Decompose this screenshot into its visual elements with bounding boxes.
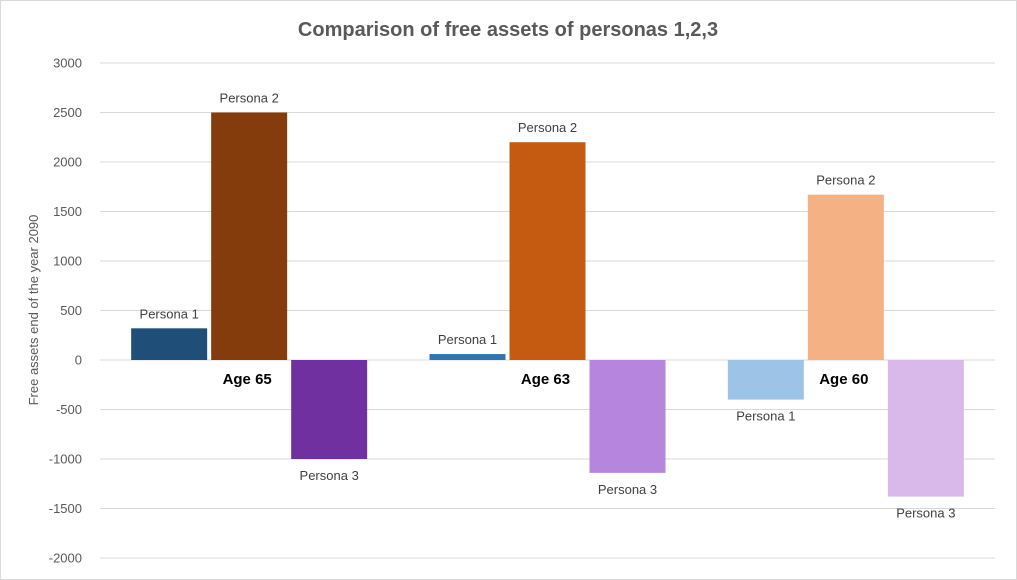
y-axis-ticks: 3000 2500 2000 1500 1000 500 0 -500 -1000 -1500 -2… xyxy=(49,56,82,566)
bars xyxy=(131,113,964,497)
y-tick-label: -1000 xyxy=(49,452,82,467)
y-tick-label: 1000 xyxy=(53,254,82,269)
y-tick-label: -2000 xyxy=(49,551,82,566)
category-label: Age 60 xyxy=(819,371,868,388)
y-tick-label: 2500 xyxy=(53,105,82,120)
y-tick-label: 2000 xyxy=(53,155,82,170)
bar-persona-2-age-60 xyxy=(808,195,884,360)
y-tick-label: 0 xyxy=(75,353,82,368)
data-label: Persona 3 xyxy=(896,506,955,521)
category-label: Age 65 xyxy=(223,371,272,388)
y-tick-label: 1500 xyxy=(53,204,82,219)
data-label: Persona 1 xyxy=(736,409,795,424)
data-label: Persona 3 xyxy=(300,468,359,483)
bar-persona-1-age-60 xyxy=(728,360,804,400)
data-label: Persona 3 xyxy=(598,482,657,497)
bar-persona-2-age-63 xyxy=(510,142,586,360)
data-label: Persona 2 xyxy=(518,120,577,135)
bar-persona-3-age-63 xyxy=(590,360,666,473)
bar-persona-2-age-65 xyxy=(211,113,287,361)
bar-persona-3-age-60 xyxy=(888,360,964,497)
chart-title: Comparison of free assets of personas 1,… xyxy=(298,19,718,41)
y-tick-label: -500 xyxy=(56,402,82,417)
bar-persona-1-age-65 xyxy=(131,328,207,360)
data-label: Persona 2 xyxy=(816,173,875,188)
data-label: Persona 1 xyxy=(438,332,497,347)
y-tick-label: 3000 xyxy=(53,56,82,71)
y-tick-label: -1500 xyxy=(49,501,82,516)
y-axis-label: Free assets end of the year 2090 xyxy=(26,215,41,406)
bar-persona-1-age-63 xyxy=(430,354,506,360)
category-label: Age 63 xyxy=(521,371,570,388)
y-tick-label: 500 xyxy=(60,303,82,318)
data-label: Persona 1 xyxy=(140,306,199,321)
data-label: Persona 2 xyxy=(220,91,279,106)
bar-persona-3-age-65 xyxy=(291,360,367,459)
